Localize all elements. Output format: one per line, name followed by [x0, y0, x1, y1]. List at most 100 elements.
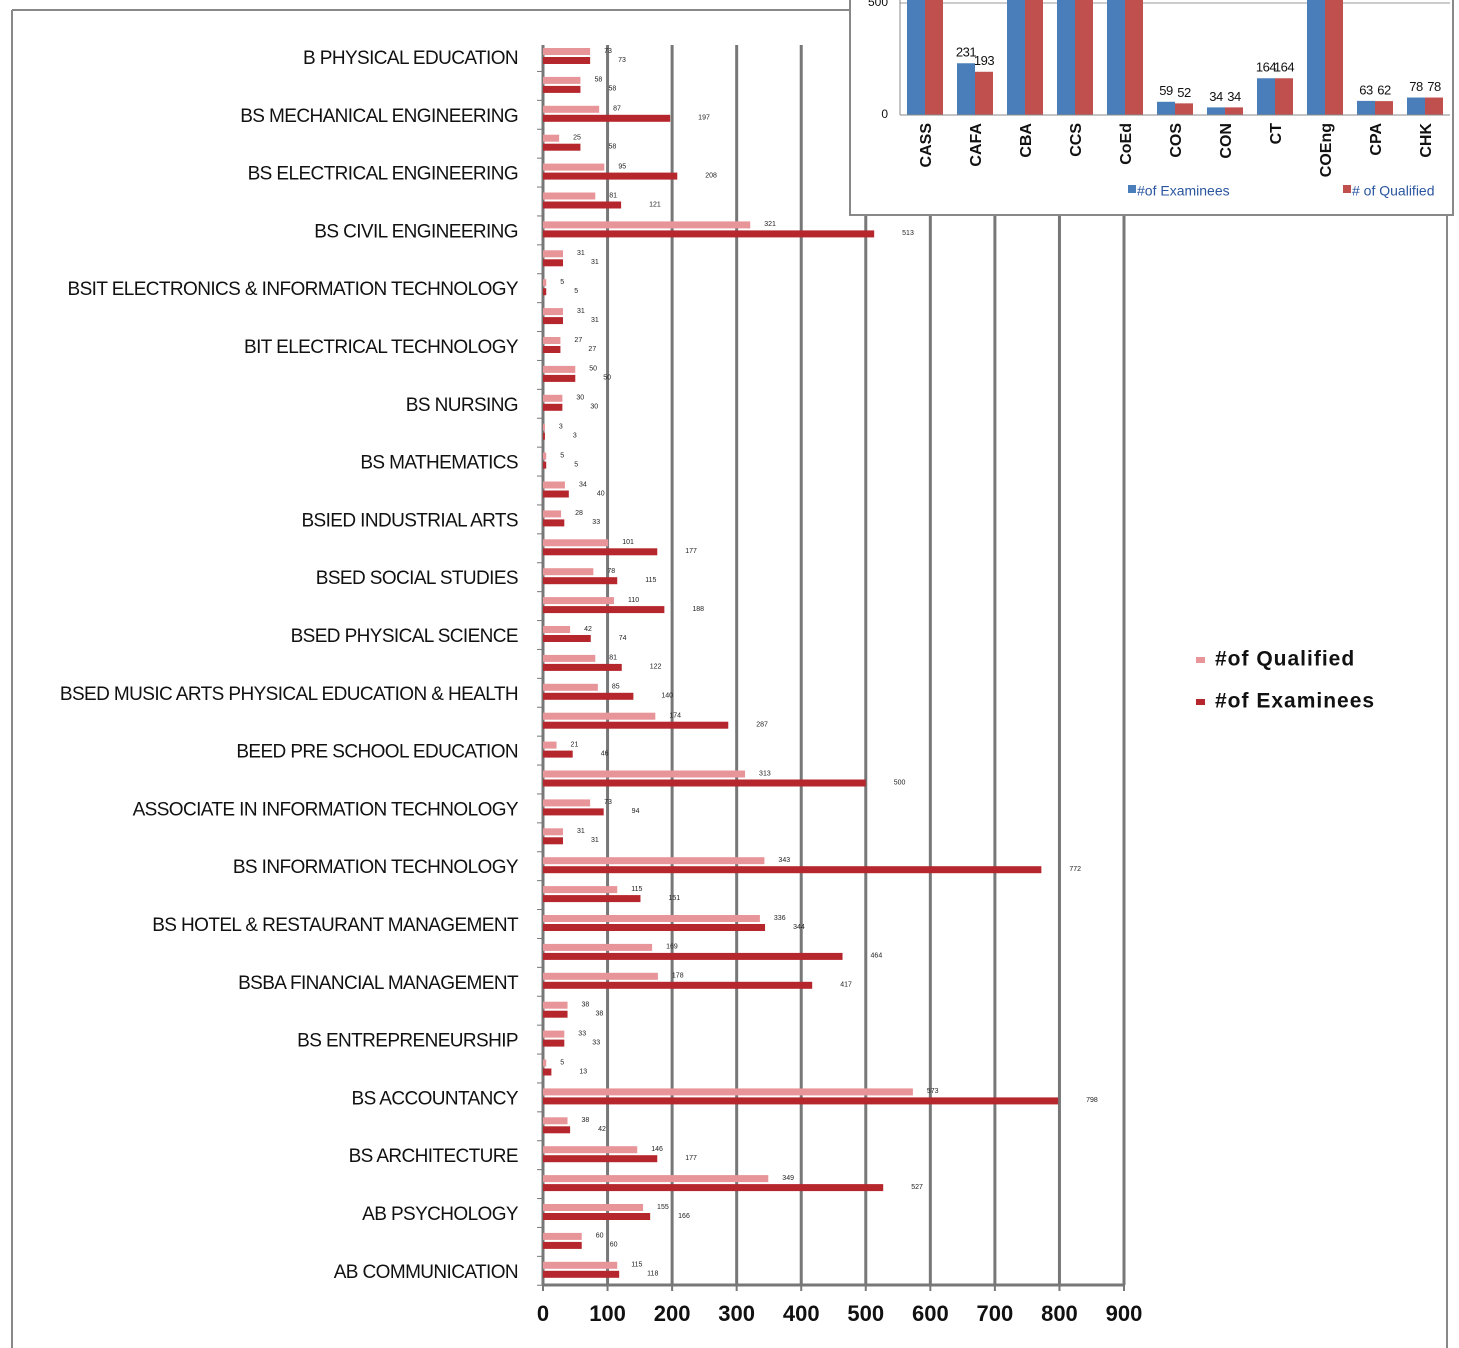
data-label: 101 [622, 539, 634, 546]
x-tick-label: 300 [718, 1301, 755, 1326]
bar [1325, 0, 1343, 115]
bar [543, 114, 671, 122]
data-label: 115 [631, 886, 642, 893]
data-label: 50 [589, 366, 597, 373]
data-label: 40 [597, 490, 605, 497]
data-label: 33 [592, 1039, 600, 1046]
x-tick-label: 700 [977, 1301, 1014, 1326]
bar [543, 692, 634, 700]
bar [1375, 101, 1393, 115]
data-label: 527 [911, 1184, 923, 1191]
y-tick-label: BS ELECTRICAL ENGINEERING [248, 164, 518, 185]
data-label: 73 [604, 799, 612, 806]
y-tick-label: BS ENTREPRENEURSHIP [297, 1031, 518, 1052]
bar [543, 721, 729, 729]
data-label: 30 [576, 395, 584, 402]
bar [1175, 103, 1193, 115]
bar [543, 606, 665, 614]
bar [543, 423, 545, 431]
data-label: 87 [613, 106, 621, 113]
y-tick-label: BS ARCHITECTURE [349, 1146, 518, 1167]
data-label: 772 [1069, 866, 1081, 873]
bar [957, 63, 975, 115]
data-label: 73 [604, 48, 612, 55]
data-label: 417 [840, 982, 852, 989]
bar [543, 770, 746, 778]
bar [543, 548, 658, 556]
bar [543, 105, 600, 113]
bar [543, 1126, 571, 1134]
bar [543, 308, 564, 316]
bar [543, 346, 561, 353]
data-label: 5 [560, 1059, 564, 1066]
bar [1075, 0, 1093, 115]
inset-chart: 05001000CASS700650CAFA231193CBA900850CCS… [849, 0, 1454, 216]
bar [543, 76, 581, 84]
data-label: 33 [592, 519, 600, 526]
y-tick-label: BS MATHEMATICS [360, 453, 518, 474]
bar [543, 1204, 644, 1211]
data-label: 349 [782, 1175, 794, 1182]
data-label: 31 [591, 317, 599, 324]
legend-swatch [1343, 185, 1351, 193]
data-label: 193 [974, 53, 994, 68]
data-label: 81 [609, 655, 617, 662]
bar [543, 808, 604, 816]
x-tick-label: 800 [1041, 1301, 1078, 1326]
y-tick-label: BSED SOCIAL STUDIES [316, 568, 518, 589]
bar [543, 1001, 568, 1009]
y-tick-label: BIT ELECTRICAL TECHNOLOGY [244, 337, 519, 358]
data-label: 164 [1274, 60, 1294, 75]
data-label: 313 [759, 770, 771, 777]
x-tick-label: CCS [1068, 123, 1085, 157]
data-label: 115 [631, 1262, 642, 1269]
data-label: 151 [668, 895, 680, 902]
data-label: 174 [669, 713, 681, 720]
bar [1157, 101, 1175, 115]
data-label: 31 [577, 308, 585, 315]
data-label: 166 [678, 1213, 690, 1220]
bar [1307, 0, 1325, 115]
bar [1057, 0, 1075, 115]
data-label: 78 [607, 568, 615, 575]
bar [543, 1270, 620, 1278]
data-label: 28 [575, 510, 583, 517]
bar [543, 1232, 582, 1240]
data-label: 78 [1409, 79, 1423, 94]
bar [543, 1146, 638, 1154]
y-tick-label: BSED PHYSICAL SCIENCE [291, 626, 518, 647]
x-tick-label: CHK [1418, 123, 1435, 158]
bar [543, 452, 547, 460]
data-label: 118 [647, 1271, 658, 1278]
y-tick-label: AB PSYCHOLOGY [362, 1204, 519, 1225]
bar [543, 799, 591, 807]
bar [543, 192, 596, 200]
bar [975, 71, 993, 115]
bar [543, 943, 653, 951]
legend-swatch [1128, 185, 1136, 193]
data-label: 140 [661, 693, 673, 700]
data-label: 63 [1359, 82, 1373, 97]
bar [543, 1039, 565, 1047]
data-label: 31 [577, 828, 585, 835]
bar [543, 886, 618, 894]
y-tick-label: AB COMMUNICATION [334, 1262, 518, 1283]
y-tick-label: BS ACCOUNTANCY [352, 1088, 519, 1109]
bar [543, 374, 576, 382]
bar [543, 337, 561, 344]
data-label: 573 [927, 1088, 939, 1095]
data-label: 5 [574, 288, 578, 295]
data-label: 59 [1159, 83, 1173, 98]
bar [1275, 78, 1293, 115]
bar [543, 683, 598, 691]
bar [1357, 100, 1375, 115]
data-label: 231 [956, 45, 976, 60]
data-label: 500 [894, 779, 906, 786]
bar [543, 481, 565, 489]
data-label: 85 [612, 684, 620, 691]
bar [543, 837, 564, 845]
bar [543, 654, 596, 662]
data-label: 188 [692, 606, 704, 613]
data-label: 3 [559, 424, 563, 431]
data-label: 5 [560, 452, 564, 459]
